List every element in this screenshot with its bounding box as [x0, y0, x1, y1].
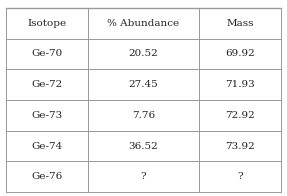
Text: 69.92: 69.92 [225, 49, 255, 58]
Text: 20.52: 20.52 [129, 49, 158, 58]
Text: Isotope: Isotope [28, 19, 67, 28]
Text: 27.45: 27.45 [129, 80, 158, 89]
Text: % Abundance: % Abundance [107, 19, 180, 28]
Text: 73.92: 73.92 [225, 142, 255, 151]
Text: Mass: Mass [226, 19, 254, 28]
Text: 72.92: 72.92 [225, 111, 255, 120]
Text: Ge-74: Ge-74 [32, 142, 63, 151]
Text: 36.52: 36.52 [129, 142, 158, 151]
Text: 71.93: 71.93 [225, 80, 255, 89]
Text: ?: ? [141, 172, 146, 181]
Text: Ge-70: Ge-70 [32, 49, 63, 58]
Text: Ge-76: Ge-76 [32, 172, 63, 181]
Text: Ge-73: Ge-73 [32, 111, 63, 120]
Text: Ge-72: Ge-72 [32, 80, 63, 89]
Text: ?: ? [237, 172, 243, 181]
Text: 7.76: 7.76 [132, 111, 155, 120]
